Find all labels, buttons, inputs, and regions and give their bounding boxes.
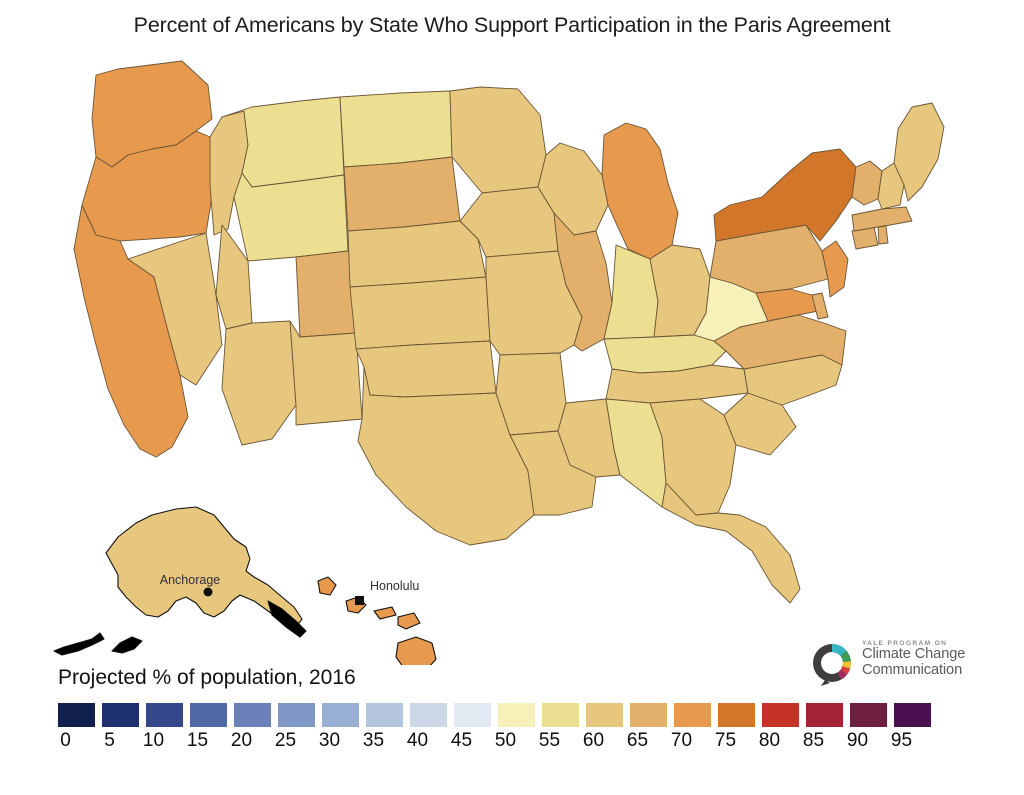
- alaska-aleutians: [53, 632, 105, 656]
- state-NJ: [821, 240, 849, 298]
- state-FL: [661, 482, 801, 604]
- us-map-svg: Anchorage Honolulu: [53, 60, 945, 665]
- legend: Projected % of population, 2016 0 5 10 15 20…: [0, 666, 1024, 786]
- legend-tick-45: 45: [450, 730, 473, 751]
- state-MN: [449, 86, 547, 194]
- legend-tick-30: 30: [318, 730, 341, 751]
- city-markers-layer: Anchorage Honolulu: [160, 573, 419, 605]
- yale-logo: YALE PROGRAM ON Climate Change Communica…: [808, 637, 993, 689]
- legend-tick-5: 5: [104, 730, 115, 751]
- alaska-panhandle: [267, 600, 307, 638]
- legend-tick-35: 35: [362, 730, 385, 751]
- yale-line-1: Climate Change: [862, 646, 966, 662]
- state-SD: [343, 156, 461, 232]
- state-NM: [289, 320, 363, 426]
- state-RI: [877, 225, 889, 245]
- legend-swatch-60: [586, 703, 623, 727]
- legend-tick-90: 90: [846, 730, 869, 751]
- honolulu-label: Honolulu: [370, 579, 419, 593]
- legend-tick-50: 50: [494, 730, 517, 751]
- state-HI-kauai: [317, 576, 337, 596]
- legend-swatch-85: [806, 703, 843, 727]
- state-DE: [811, 292, 829, 320]
- yale-logo-text: YALE PROGRAM ON Climate Change Communica…: [862, 637, 994, 678]
- legend-swatch-40: [410, 703, 447, 727]
- state-AR: [495, 352, 567, 436]
- legend-swatch-95: [894, 703, 931, 727]
- state-NV: [127, 232, 223, 386]
- legend-swatch-35: [366, 703, 403, 727]
- legend-tick-0: 0: [60, 730, 71, 751]
- legend-swatch-50: [498, 703, 535, 727]
- legend-tick-60: 60: [582, 730, 605, 751]
- state-OK: [355, 340, 497, 398]
- alaska-chain-2: [111, 636, 143, 654]
- yale-logo-mark-icon: [813, 644, 851, 686]
- legend-swatch-90: [850, 703, 887, 727]
- state-ME: [893, 102, 945, 202]
- state-IL: [553, 212, 613, 352]
- legend-swatch-30: [322, 703, 359, 727]
- legend-swatch-55: [542, 703, 579, 727]
- legend-tick-75: 75: [714, 730, 737, 751]
- state-NY: [713, 148, 857, 242]
- honolulu-square-marker: [355, 596, 364, 605]
- state-MI: [601, 122, 679, 260]
- legend-swatch-5: [102, 703, 139, 727]
- legend-tick-65: 65: [626, 730, 649, 751]
- legend-swatch-75: [718, 703, 755, 727]
- legend-swatch-25: [278, 703, 315, 727]
- state-AZ: [221, 320, 297, 446]
- legend-tick-55: 55: [538, 730, 561, 751]
- legend-tick-85: 85: [802, 730, 825, 751]
- legend-swatch-65: [630, 703, 667, 727]
- states-layer: [73, 60, 945, 604]
- state-KS: [349, 276, 491, 350]
- legend-swatch-80: [762, 703, 799, 727]
- legend-swatch-10: [146, 703, 183, 727]
- state-CA: [73, 204, 189, 458]
- legend-tick-15: 15: [186, 730, 209, 751]
- yale-line-2: Communication: [862, 661, 963, 678]
- legend-swatch-15: [190, 703, 227, 727]
- anchorage-dot-marker: [203, 587, 213, 597]
- yale-kicker: YALE PROGRAM ON: [862, 640, 948, 647]
- alaska-hawaii-layer: [53, 506, 437, 665]
- legend-tick-10: 10: [142, 730, 165, 751]
- legend-tick-80: 80: [758, 730, 781, 751]
- legend-swatch-70: [674, 703, 711, 727]
- legend-tick-40: 40: [406, 730, 429, 751]
- legend-title: Projected % of population, 2016: [58, 666, 356, 689]
- state-HI-maui: [397, 612, 421, 630]
- state-ND: [339, 90, 453, 168]
- state-WY: [233, 172, 349, 262]
- legend-swatch-20: [234, 703, 271, 727]
- legend-swatches: [58, 703, 938, 727]
- legend-swatch-45: [454, 703, 491, 727]
- state-NE: [347, 220, 487, 288]
- page-title: Percent of Americans by State Who Suppor…: [133, 13, 891, 37]
- legend-tick-25: 25: [274, 730, 297, 751]
- choropleth-map: Anchorage Honolulu: [0, 45, 1024, 665]
- state-HI-bigisland: [395, 636, 437, 665]
- legend-ticks: 0 5 10 15 20 25 30 35 40 45 50 55 60 65 70 75 80 85 90 95: [58, 730, 938, 756]
- legend-tick-95: 95: [890, 730, 913, 751]
- legend-swatch-0: [58, 703, 95, 727]
- anchorage-label: Anchorage: [160, 573, 221, 587]
- legend-tick-20: 20: [230, 730, 253, 751]
- state-HI-molokai: [373, 606, 397, 620]
- legend-tick-70: 70: [670, 730, 693, 751]
- state-VT: [851, 160, 883, 206]
